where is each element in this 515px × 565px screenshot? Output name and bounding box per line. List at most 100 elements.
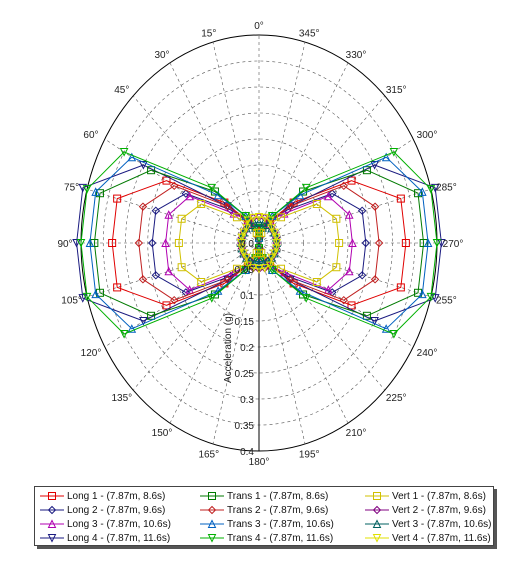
data-point <box>332 214 341 223</box>
data-point <box>207 534 217 543</box>
data-point <box>91 187 100 196</box>
data-point <box>328 189 337 198</box>
data-point <box>250 218 259 227</box>
data-point <box>260 213 270 223</box>
data-point <box>423 238 433 247</box>
data-point <box>396 283 405 292</box>
data-point <box>418 289 427 299</box>
angle-tick-label: 90° <box>57 239 72 250</box>
data-point <box>185 191 194 201</box>
data-point <box>76 239 86 248</box>
legend-label: Trans 1 - (7.87m, 8.6s) <box>227 490 329 502</box>
data-point <box>207 294 217 303</box>
data-point <box>82 185 92 194</box>
legend-label: Long 1 - (7.87m, 8.6s) <box>67 490 166 502</box>
data-point <box>381 152 391 162</box>
data-point <box>254 213 264 222</box>
angle-tick-label: 120° <box>81 348 102 359</box>
data-point <box>47 534 57 543</box>
data-point <box>250 258 259 268</box>
data-point <box>252 228 261 237</box>
angle-tick-label: 195° <box>299 450 320 461</box>
data-point <box>286 202 295 211</box>
data-point <box>134 238 144 248</box>
data-point <box>419 239 428 247</box>
data-point <box>361 238 371 248</box>
data-point <box>213 286 223 295</box>
data-point <box>185 285 194 294</box>
angle-tick-label: 75° <box>64 183 79 194</box>
data-point <box>164 210 174 219</box>
angle-tick-label: 105° <box>61 295 82 306</box>
data-point <box>95 189 104 198</box>
legend-label: Trans 2 - (7.87m, 9.6s) <box>227 504 329 516</box>
legend-swatch <box>200 519 224 528</box>
legend-item: Vert 3 - (7.87m, 10.6s) <box>364 517 499 531</box>
legend-label: Vert 3 - (7.87m, 10.6s) <box>392 518 492 530</box>
data-point <box>357 271 367 280</box>
data-point <box>47 519 57 528</box>
angle-tick-label: 165° <box>198 450 219 461</box>
radial-tick-label: 0.2 <box>240 343 254 354</box>
legend-item: Vert 4 - (7.87m, 11.6s) <box>364 531 499 545</box>
data-point <box>267 224 276 233</box>
grid-ring <box>147 112 371 374</box>
data-point <box>370 161 379 170</box>
polar-grid <box>80 34 438 452</box>
data-point <box>370 275 380 284</box>
legend-item: Long 1 - (7.87m, 8.6s) <box>39 489 199 503</box>
data-point <box>213 190 223 200</box>
legend-label: Trans 4 - (7.87m, 11.6s) <box>227 532 334 544</box>
data-point <box>257 249 266 258</box>
data-point <box>265 216 275 226</box>
data-point <box>372 519 382 528</box>
data-point <box>381 324 391 333</box>
data-point <box>181 189 190 198</box>
data-point <box>370 202 380 211</box>
data-point <box>242 253 251 263</box>
data-point <box>162 176 171 185</box>
legend-label: Long 3 - (7.87m, 10.6s) <box>67 518 171 530</box>
series-line <box>240 216 278 270</box>
data-point <box>372 534 382 543</box>
data-point <box>174 239 183 247</box>
angle-tick-label: 240° <box>417 348 438 359</box>
series <box>236 213 282 274</box>
data-point <box>239 249 248 259</box>
data-point <box>254 259 264 268</box>
angle-tick-label: 225° <box>386 393 407 404</box>
data-point <box>254 217 264 227</box>
angle-tick-label: 45° <box>114 85 129 96</box>
radial-tick-label: 0.3 <box>240 395 254 406</box>
data-point <box>72 239 81 248</box>
data-point <box>344 210 354 219</box>
data-point <box>268 266 277 275</box>
legend-item: Long 2 - (7.87m, 9.6s) <box>39 503 199 517</box>
data-point <box>418 187 427 196</box>
data-point <box>177 214 186 223</box>
grid-spoke <box>258 242 386 391</box>
radial-tick-label: 0.1 <box>240 291 254 302</box>
data-point <box>339 295 348 305</box>
data-point <box>372 505 382 515</box>
data-point <box>295 190 305 200</box>
data-point <box>239 228 248 238</box>
data-point <box>414 189 423 198</box>
grid-spoke <box>86 188 260 244</box>
legend-swatch <box>365 505 389 515</box>
angle-tick-label: 150° <box>152 428 173 439</box>
data-point <box>248 264 258 273</box>
axis-labels: 0° 15° 30° 45° 60° 75° 90° 105° 120° 135° 150° 165°… <box>57 21 463 468</box>
data-point <box>254 233 264 243</box>
data-point <box>370 317 379 326</box>
data-point <box>147 238 157 248</box>
data-point <box>236 239 246 248</box>
data-point <box>119 330 129 339</box>
series-line <box>80 151 438 335</box>
legend-swatch <box>40 519 64 528</box>
data-point <box>237 233 247 243</box>
legend-item: Vert 2 - (7.87m, 9.6s) <box>364 503 499 517</box>
data-point <box>401 239 410 247</box>
angle-tick-label: 60° <box>83 130 98 141</box>
data-point <box>197 278 206 286</box>
